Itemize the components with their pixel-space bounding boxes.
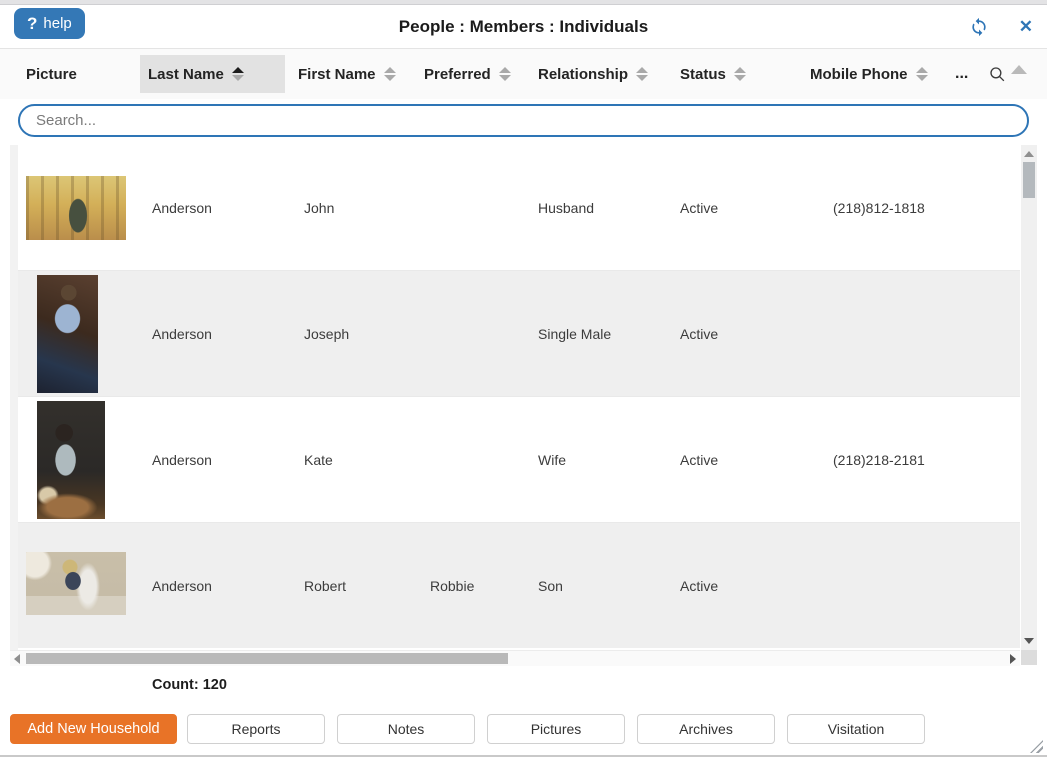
- sort-icon: [733, 67, 746, 81]
- vertical-scrollbar[interactable]: [1021, 145, 1037, 650]
- column-header-relationship[interactable]: Relationship: [538, 49, 649, 99]
- cell-status: Active: [680, 577, 719, 594]
- search-input[interactable]: [18, 104, 1029, 137]
- scroll-down-arrow[interactable]: [1021, 634, 1037, 648]
- horizontal-scrollbar[interactable]: [10, 650, 1020, 666]
- search-icon: [988, 65, 1007, 84]
- column-header-status[interactable]: Status: [680, 49, 746, 99]
- cell-status: Active: [680, 451, 719, 468]
- cell-relationship: Wife: [538, 451, 566, 468]
- sort-icon: [231, 67, 244, 81]
- cell-mobile-phone: (218)218-2181: [833, 451, 925, 468]
- reports-button[interactable]: Reports: [187, 714, 325, 744]
- footer-button-row: Add New Household Reports Notes Pictures…: [10, 714, 1037, 744]
- question-mark-icon: ?: [27, 13, 38, 33]
- cell-status: Active: [680, 325, 719, 342]
- table-row[interactable]: Anderson John Husband Active (218)812-18…: [10, 145, 1020, 270]
- archives-button[interactable]: Archives: [637, 714, 775, 744]
- member-grid: Anderson John Husband Active (218)812-18…: [10, 145, 1020, 650]
- pictures-button[interactable]: Pictures: [487, 714, 625, 744]
- cell-first-name: Robert: [304, 577, 347, 594]
- member-photo[interactable]: [37, 275, 98, 393]
- column-header-first-name[interactable]: First Name: [298, 49, 396, 99]
- sort-icon: [915, 67, 928, 81]
- cell-first-name: John: [304, 199, 335, 216]
- sort-icon: [636, 67, 649, 81]
- cell-last-name: Anderson: [152, 325, 212, 342]
- refresh-icon[interactable]: [969, 17, 989, 37]
- cell-last-name: Anderson: [152, 199, 212, 216]
- title-bar-actions: ✕: [969, 5, 1033, 48]
- sort-icon: [498, 67, 511, 81]
- cell-first-name: Kate: [304, 451, 333, 468]
- scroll-left-arrow[interactable]: [10, 651, 24, 666]
- notes-button[interactable]: Notes: [337, 714, 475, 744]
- record-count: Count: 120: [152, 677, 227, 693]
- search-toggle[interactable]: [988, 49, 1027, 99]
- column-header-preferred[interactable]: Preferred: [424, 49, 511, 99]
- scrollbar-corner: [1021, 650, 1037, 665]
- column-header-mobile-phone[interactable]: Mobile Phone: [810, 49, 928, 99]
- cell-preferred: Robbie: [430, 577, 475, 594]
- member-photo[interactable]: [26, 552, 126, 615]
- table-row[interactable]: Anderson Kate Wife Active (218)218-2181: [10, 396, 1020, 522]
- vertical-scrollbar-thumb[interactable]: [1023, 162, 1035, 198]
- add-new-household-button[interactable]: Add New Household: [10, 714, 177, 744]
- window-bottom-edge: [0, 755, 1047, 757]
- window-top-edge: [0, 0, 1047, 5]
- cell-last-name: Anderson: [152, 577, 212, 594]
- cell-first-name: Joseph: [304, 325, 350, 342]
- cell-mobile-phone: (218)812-1818: [833, 199, 925, 216]
- member-photo[interactable]: [26, 176, 126, 240]
- member-photo[interactable]: [37, 401, 105, 519]
- collapse-search-icon: [1011, 64, 1027, 74]
- sort-icon: [383, 67, 396, 81]
- page-title: People : Members : Individuals: [398, 16, 649, 36]
- more-columns-button[interactable]: ...: [955, 65, 969, 82]
- visitation-button[interactable]: Visitation: [787, 714, 925, 744]
- scroll-right-arrow[interactable]: [1006, 651, 1020, 666]
- column-header-last-name[interactable]: Last Name: [140, 55, 285, 93]
- help-button[interactable]: ? help: [14, 8, 85, 39]
- table-row[interactable]: Anderson Joseph Single Male Active: [10, 270, 1020, 396]
- scroll-up-arrow[interactable]: [1021, 147, 1037, 161]
- cell-last-name: Anderson: [152, 451, 212, 468]
- cell-status: Active: [680, 199, 719, 216]
- column-header-row: Picture Last Name First Name Preferred R…: [0, 49, 1047, 99]
- help-button-label: help: [43, 15, 72, 32]
- grid-left-gutter: [10, 145, 18, 650]
- column-header-picture[interactable]: Picture: [26, 65, 77, 83]
- horizontal-scrollbar-thumb[interactable]: [26, 653, 508, 664]
- table-row[interactable]: Anderson Robert Robbie Son Active: [10, 522, 1020, 648]
- cell-relationship: Son: [538, 577, 563, 594]
- title-bar: People : Members : Individuals ? help ✕: [0, 5, 1047, 49]
- close-icon[interactable]: ✕: [1018, 17, 1033, 36]
- cell-relationship: Single Male: [538, 325, 612, 342]
- cell-relationship: Husband: [538, 199, 595, 216]
